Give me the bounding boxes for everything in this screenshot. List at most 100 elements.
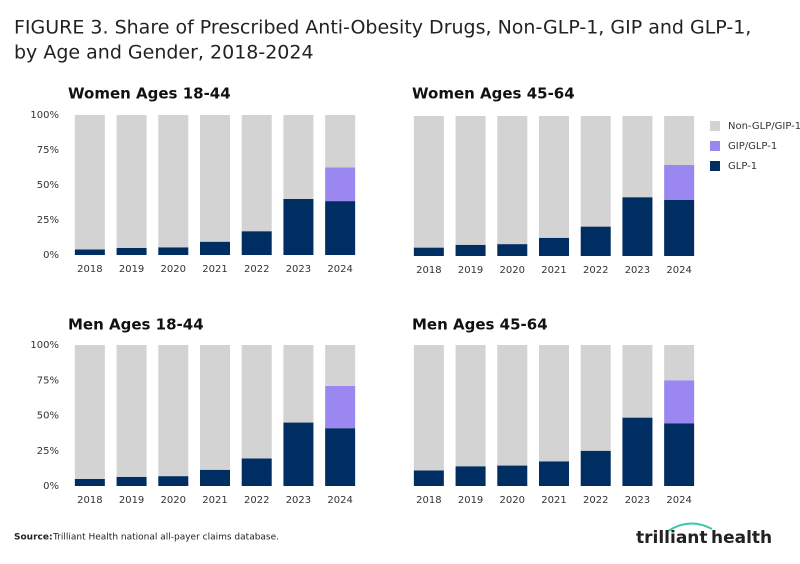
x-tick-label: 2022 (244, 495, 269, 506)
bar-segment (158, 247, 189, 255)
bar-segment (539, 116, 569, 238)
x-tick-label: 2022 (583, 495, 608, 506)
bar-segment (539, 237, 569, 256)
legend-label: Non-GLP/GIP-1 (728, 121, 800, 132)
bar-segment (622, 417, 653, 486)
chart-title: Women Ages 18-44 (68, 85, 231, 103)
bar-segment (158, 345, 189, 477)
x-tick-label: 2021 (202, 495, 227, 506)
bar-segment (241, 345, 272, 459)
x-tick-label: 2018 (416, 495, 441, 506)
y-tick-label: 100% (30, 340, 59, 351)
x-tick-label: 2021 (541, 265, 566, 276)
bar-segment (325, 201, 356, 255)
x-tick-label: 2020 (500, 265, 525, 276)
bar-segment (413, 345, 444, 471)
bar-segment (664, 200, 695, 256)
chart-title: Men Ages 18-44 (68, 316, 204, 334)
bar-segment (497, 345, 528, 466)
bar-segment (325, 167, 356, 202)
x-tick-label: 2023 (286, 495, 311, 506)
y-tick-label: 25% (37, 215, 59, 226)
y-tick-label: 75% (37, 375, 59, 386)
bar-segment (74, 478, 105, 486)
bar-segment (200, 115, 230, 242)
bar-segment (664, 380, 695, 424)
legend-label: GIP/GLP-1 (728, 141, 777, 152)
bar-segment (283, 345, 314, 423)
bar-segment (74, 115, 105, 250)
legend-label: GLP-1 (728, 161, 757, 172)
x-tick-label: 2020 (161, 264, 186, 275)
bar-segment (455, 345, 486, 467)
bar-segment (116, 476, 147, 486)
x-tick-label: 2018 (77, 495, 102, 506)
bar-segment (455, 116, 486, 245)
x-tick-label: 2024 (327, 495, 352, 506)
bar-segment (664, 345, 695, 381)
bar-segment (325, 345, 356, 386)
y-tick-label: 25% (37, 446, 59, 457)
bar-segment (580, 450, 611, 486)
bar-segment (539, 461, 569, 486)
bar-segment (283, 199, 314, 255)
x-tick-label: 2021 (541, 495, 566, 506)
bar-segment (325, 115, 356, 168)
bar-segment (116, 248, 147, 255)
bar-segment (497, 116, 528, 245)
logo-text: trilliant (636, 528, 708, 548)
x-tick-label: 2024 (666, 265, 691, 276)
bar-segment (200, 345, 230, 470)
bar-segment (580, 116, 611, 227)
x-tick-label: 2020 (500, 495, 525, 506)
figure-title: FIGURE 3. Share of Prescribed Anti-Obesi… (14, 17, 751, 39)
legend-swatch (710, 161, 720, 171)
x-tick-label: 2019 (119, 264, 144, 275)
bar-segment (455, 466, 486, 486)
bar-segment (580, 345, 611, 451)
legend-swatch (710, 141, 720, 151)
bar-segment (283, 115, 314, 199)
x-tick-label: 2024 (666, 495, 691, 506)
bar-segment (116, 115, 147, 248)
x-tick-label: 2019 (119, 495, 144, 506)
source-label: Source: (14, 533, 53, 543)
bar-segment (241, 115, 272, 232)
x-tick-label: 2023 (625, 265, 650, 276)
x-tick-label: 2021 (202, 264, 227, 275)
x-tick-label: 2019 (458, 265, 483, 276)
bar-segment (200, 241, 230, 255)
y-tick-label: 75% (37, 145, 59, 156)
bar-segment (241, 458, 272, 486)
bar-segment (664, 116, 695, 165)
bar-segment (325, 428, 356, 486)
chart-title: Men Ages 45-64 (412, 316, 548, 334)
x-tick-label: 2018 (77, 264, 102, 275)
x-tick-label: 2023 (625, 495, 650, 506)
bar-segment (539, 345, 569, 462)
y-tick-label: 100% (30, 110, 59, 121)
bar-segment (116, 345, 147, 477)
bar-segment (158, 476, 189, 486)
bar-segment (413, 247, 444, 256)
bar-segment (413, 470, 444, 486)
chart-title: Women Ages 45-64 (412, 85, 575, 103)
bar-segment (664, 423, 695, 486)
bar-segment (664, 165, 695, 200)
bar-segment (455, 244, 486, 256)
bar-segment (74, 249, 105, 255)
legend-swatch (710, 121, 720, 131)
x-tick-label: 2018 (416, 265, 441, 276)
bar-segment (622, 345, 653, 418)
x-tick-label: 2020 (161, 495, 186, 506)
logo-text: health (711, 528, 772, 548)
x-tick-label: 2024 (327, 264, 352, 275)
bar-segment (413, 116, 444, 248)
bar-segment (283, 422, 314, 486)
bar-segment (158, 115, 189, 248)
x-tick-label: 2022 (583, 265, 608, 276)
bar-segment (497, 244, 528, 256)
bar-segment (622, 116, 653, 198)
bar-segment (497, 465, 528, 486)
